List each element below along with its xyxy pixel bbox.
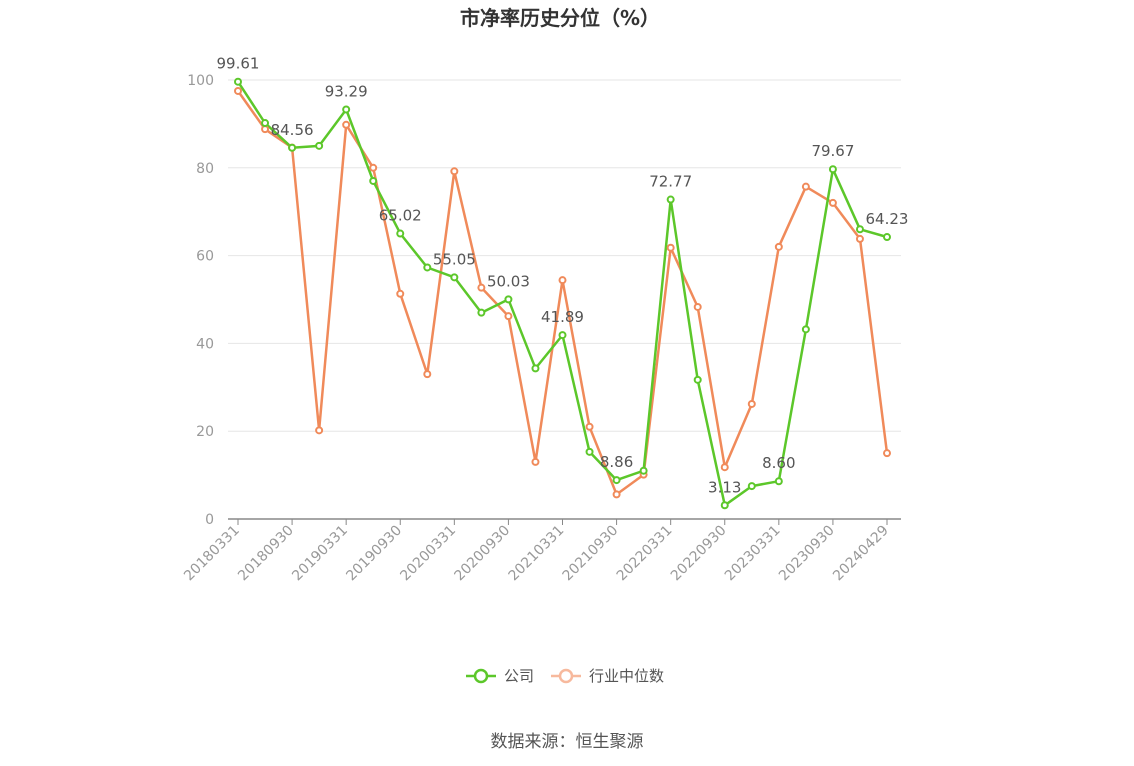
data-point-company: [261, 119, 270, 128]
series-line-industry-median: [236, 90, 889, 496]
data-point-company: [504, 295, 513, 304]
x-tick-label: 20240429: [830, 523, 892, 585]
data-point-industry-median: [693, 302, 702, 311]
data-point-industry-median: [720, 463, 729, 472]
data-point-company: [369, 176, 378, 185]
data-label: 84.56: [271, 121, 314, 139]
data-point-industry-median: [261, 125, 270, 134]
y-tick-label: 60: [196, 249, 214, 265]
data-point-industry-median: [234, 86, 242, 95]
data-point-industry-median: [774, 242, 783, 251]
legend[interactable]: 公司 行业中位数: [466, 667, 664, 685]
x-tick-label: 20180331: [181, 523, 243, 585]
x-tick-label: 20200930: [452, 523, 514, 585]
data-point-company: [477, 308, 486, 317]
data-point-company: [423, 263, 432, 272]
x-tick-label: 20190930: [343, 523, 405, 585]
x-tick-label: 20220930: [668, 523, 730, 585]
data-point-company: [234, 77, 242, 86]
data-point-company: [666, 195, 675, 204]
data-point-industry-median: [369, 163, 378, 172]
x-tick-label: 20230930: [776, 523, 838, 585]
data-point-company: [585, 447, 594, 456]
data-point-company: [639, 466, 648, 475]
legend-label: 公司: [504, 667, 534, 685]
data-point-industry-median: [504, 312, 513, 321]
data-point-company: [720, 501, 729, 510]
data-label: 79.67: [811, 142, 854, 160]
y-tick-label: 20: [196, 424, 214, 440]
data-point-industry-median: [801, 182, 810, 191]
x-tick-label: 20210930: [560, 523, 622, 585]
data-point-company: [396, 229, 405, 238]
y-tick-label: 40: [196, 336, 214, 352]
x-tick-label: 20180930: [235, 523, 297, 585]
data-label: 3.13: [708, 478, 741, 496]
legend-item-industry-median[interactable]: 行业中位数: [551, 667, 664, 685]
legend-marker: [473, 668, 489, 684]
data-label: 65.02: [379, 207, 422, 225]
data-point-company: [558, 331, 567, 340]
y-tick-label: 100: [187, 73, 214, 89]
data-point-industry-median: [612, 490, 621, 499]
data-point-industry-median: [450, 167, 459, 176]
x-tick-label: 20230331: [722, 523, 784, 585]
series-line-company: [236, 81, 888, 507]
data-point-industry-median: [342, 120, 351, 129]
series-lines: [236, 81, 889, 507]
data-point-industry-median: [477, 283, 486, 292]
data-label: 55.05: [433, 250, 476, 268]
data-point-industry-median: [883, 449, 891, 458]
x-tick-label: 20220331: [614, 523, 676, 585]
data-point-company: [612, 476, 621, 485]
data-point-company: [801, 325, 810, 334]
data-point-industry-median: [558, 276, 567, 285]
legend-marker: [558, 668, 574, 684]
y-tick-label: 0: [205, 512, 214, 528]
data-label: 93.29: [325, 82, 368, 100]
y-tick-label: 80: [196, 161, 214, 177]
data-point-company: [531, 364, 540, 373]
data-point-company: [855, 225, 864, 234]
data-point-industry-median: [531, 457, 540, 466]
x-tick-label: 20200331: [397, 523, 459, 585]
data-point-company: [883, 233, 891, 242]
x-axis: 2018033120180930201903312019093020200331…: [181, 518, 901, 585]
data-point-company: [693, 375, 702, 384]
data-point-company: [450, 273, 459, 282]
data-point-industry-median: [423, 370, 432, 379]
data-point-industry-median: [666, 243, 675, 252]
data-point-company: [315, 141, 324, 150]
y-axis: 0 20 40 60 80 100: [187, 73, 214, 528]
data-label: 64.23: [866, 210, 909, 228]
data-label: 50.03: [487, 272, 530, 290]
data-point-industry-median: [585, 422, 594, 431]
data-point-industry-median: [855, 234, 864, 243]
x-tick-label: 20190331: [289, 523, 351, 585]
data-point-industry-median: [396, 289, 405, 298]
data-point-industry-median: [315, 426, 324, 435]
data-point-company: [288, 143, 297, 152]
series-points: [234, 77, 891, 510]
data-label: 8.86: [600, 453, 633, 471]
data-label: 99.61: [217, 55, 260, 73]
data-point-company: [342, 105, 351, 114]
data-point-company: [828, 165, 837, 174]
legend-label: 行业中位数: [589, 667, 664, 685]
data-point-industry-median: [828, 198, 837, 207]
legend-item-company[interactable]: 公司: [466, 667, 534, 685]
data-label: 41.89: [541, 308, 584, 326]
data-labels: 99.61 84.56 93.29 65.02 55.05 50.03 41.89 8.86 7…: [217, 55, 909, 497]
x-tick-label: 20210331: [506, 523, 568, 585]
data-point-industry-median: [747, 399, 756, 408]
data-label: 8.60: [762, 454, 795, 472]
data-point-company: [747, 482, 756, 491]
source-note: 数据来源：恒生聚源: [491, 732, 644, 752]
data-label: 72.77: [649, 173, 692, 191]
chart-title: 市净率历史分位（%）: [460, 6, 660, 30]
data-point-company: [774, 477, 783, 486]
